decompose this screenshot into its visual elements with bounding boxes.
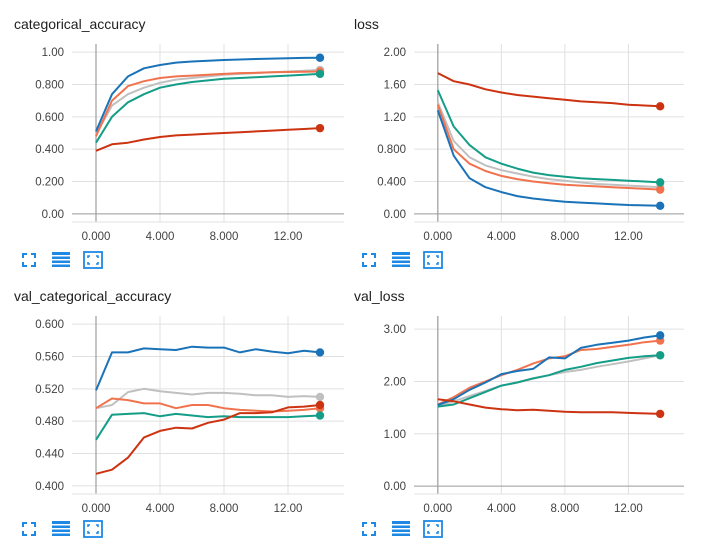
y-tick-label: 1.20	[384, 112, 406, 124]
y-tick-label: 0.800	[35, 79, 64, 91]
chart-title: loss	[354, 16, 379, 32]
expand-icon[interactable]	[18, 518, 40, 540]
y-tick-label: 0.00	[384, 481, 406, 493]
series-end-marker	[655, 201, 665, 211]
series-end-marker	[655, 409, 665, 419]
series-line	[436, 101, 661, 189]
y-tick-label: 0.400	[35, 481, 64, 493]
expand-icon[interactable]	[358, 518, 380, 540]
chart-toolbar	[18, 518, 104, 540]
series-line	[437, 72, 661, 108]
series-end-marker	[655, 351, 665, 360]
series-line	[95, 397, 321, 413]
series-end-marker	[315, 53, 325, 62]
series-end-marker	[655, 102, 665, 111]
data-table-icon[interactable]	[50, 518, 72, 540]
chart-plot[interactable]: 0.00 1.00 2.00 3.00 0.000 4.000 8.000 12.00	[340, 272, 690, 515]
series-line	[437, 354, 661, 408]
series-line	[95, 127, 321, 152]
data-table-icon[interactable]	[390, 249, 412, 271]
series-line	[95, 56, 321, 132]
y-tick-label: 0.600	[35, 112, 64, 124]
chart-plot[interactable]: 0.00 0.200 0.400 0.600 0.800 1.00 0.000 4.000 8.…	[0, 0, 344, 243]
series-line	[436, 109, 661, 207]
series-line	[95, 70, 321, 137]
y-tick-label: 0.400	[35, 144, 64, 156]
x-tick-label: 12.00	[274, 231, 303, 243]
series-end-marker	[315, 400, 325, 410]
y-tick-label: 0.560	[35, 351, 64, 363]
chart-toolbar	[358, 249, 444, 271]
series-line	[95, 72, 321, 144]
y-tick-label: 0.00	[42, 209, 64, 221]
y-tick-label: 1.00	[384, 429, 406, 441]
x-tick-label: 0.000	[82, 231, 111, 243]
y-tick-label: 0.480	[35, 416, 64, 428]
x-tick-label: 0.000	[82, 503, 111, 515]
chart-panel-val-loss: val_loss 0.00 1.00 2.00 3.00 0.000 4.000 8.000…	[340, 272, 684, 542]
x-tick-label: 8.000	[550, 231, 579, 243]
y-tick-label: 0.400	[377, 177, 406, 189]
chart-panel-categorical-accuracy: categorical_accuracy 0.00 0.200 0.400 0.600…	[0, 0, 344, 271]
series-end-marker	[315, 411, 325, 420]
fit-domain-icon[interactable]	[422, 249, 444, 271]
chart-panel-loss: loss 0.00 0.400 0.800 1.20 1.60 2.00 0.000 4.00…	[340, 0, 684, 271]
series-line	[436, 104, 661, 191]
data-table-icon[interactable]	[50, 249, 72, 271]
fit-domain-icon[interactable]	[82, 249, 104, 271]
x-tick-label: 12.00	[614, 503, 643, 515]
series-end-marker	[315, 392, 325, 402]
series-end-marker	[655, 185, 665, 194]
chart-plot[interactable]: 0.00 0.400 0.800 1.20 1.60 2.00 0.000 4.000 8.00…	[340, 0, 690, 243]
series-end-marker	[655, 331, 665, 340]
chart-plot[interactable]: 0.400 0.440 0.480 0.520 0.560 0.600 0.000 4.000…	[0, 272, 344, 515]
series-line	[436, 89, 661, 184]
y-tick-label: 3.00	[384, 324, 406, 336]
x-tick-label: 12.00	[614, 231, 643, 243]
y-tick-label: 0.520	[35, 384, 64, 396]
y-tick-label: 0.200	[35, 177, 64, 189]
y-tick-label: 2.00	[384, 47, 406, 59]
chart-panel-val-categorical-accuracy: val_categorical_accuracy 0.400 0.440 0.480…	[0, 272, 344, 542]
data-table-icon[interactable]	[390, 518, 412, 540]
x-tick-label: 0.000	[423, 231, 452, 243]
x-tick-label: 4.000	[487, 231, 516, 243]
y-tick-label: 0.440	[35, 449, 64, 461]
x-tick-label: 8.000	[210, 231, 239, 243]
series-line	[95, 345, 321, 391]
series-end-marker	[315, 69, 325, 79]
series-line	[437, 398, 661, 415]
x-tick-label: 4.000	[146, 503, 175, 515]
chart-title: val_loss	[354, 288, 405, 304]
chart-title: categorical_accuracy	[14, 16, 146, 32]
chart-toolbar	[358, 518, 444, 540]
x-tick-label: 8.000	[550, 503, 579, 515]
expand-icon[interactable]	[18, 249, 40, 271]
series-end-marker	[315, 123, 325, 133]
x-tick-label: 0.000	[423, 503, 452, 515]
chart-title: val_categorical_accuracy	[14, 288, 172, 304]
y-tick-label: 2.00	[384, 376, 406, 388]
x-tick-label: 4.000	[146, 231, 175, 243]
x-tick-label: 12.00	[274, 503, 303, 515]
y-tick-label: 1.00	[42, 47, 64, 59]
y-tick-label: 0.00	[384, 209, 406, 221]
expand-icon[interactable]	[358, 249, 380, 271]
series-end-marker	[655, 178, 665, 187]
fit-domain-icon[interactable]	[82, 518, 104, 540]
series-line	[95, 412, 321, 441]
x-tick-label: 4.000	[487, 503, 516, 515]
y-tick-label: 0.600	[35, 319, 64, 331]
y-tick-label: 0.800	[377, 144, 406, 156]
chart-toolbar	[18, 249, 104, 271]
fit-domain-icon[interactable]	[422, 518, 444, 540]
series-line	[437, 334, 661, 406]
series-end-marker	[315, 348, 325, 357]
x-tick-label: 8.000	[210, 503, 239, 515]
series-line	[95, 404, 321, 475]
y-tick-label: 1.60	[384, 79, 406, 91]
series-line	[95, 387, 321, 410]
